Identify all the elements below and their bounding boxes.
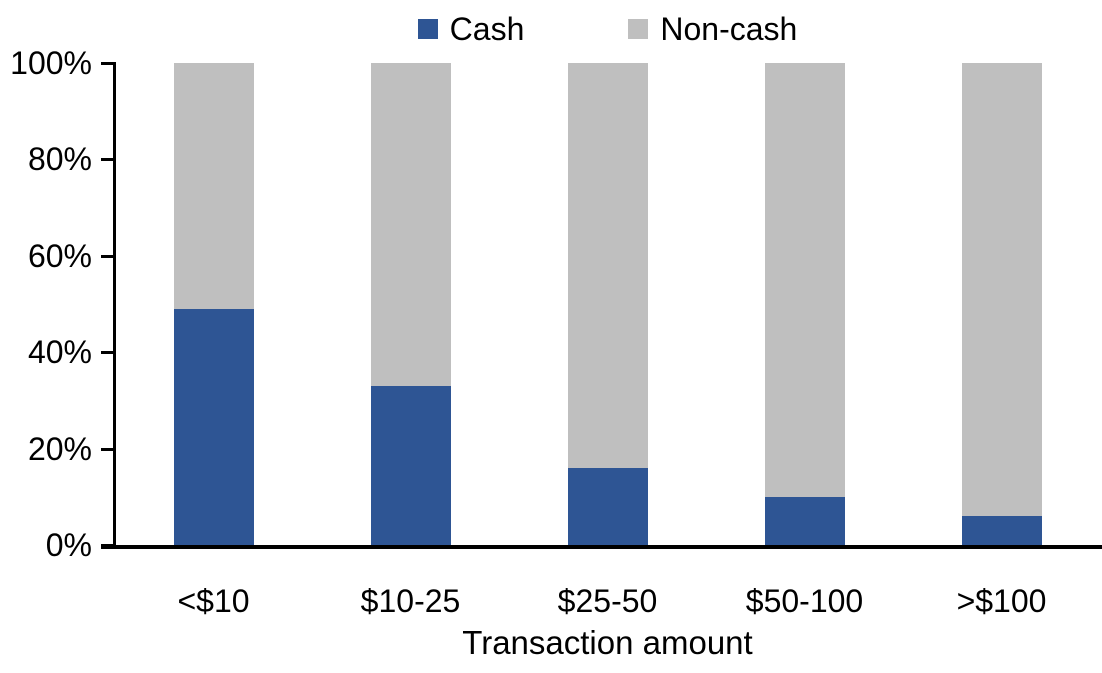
y-axis-tick [101, 158, 116, 161]
bar-25-50 [568, 63, 648, 545]
legend-swatch-cash-icon [417, 19, 438, 39]
y-axis-line [113, 63, 116, 549]
x-axis-category-label: $10-25 [360, 583, 461, 619]
y-axis-tick [101, 351, 116, 354]
legend-item-cash: Cash [417, 9, 525, 49]
y-axis-tick-label: 0% [45, 527, 92, 563]
bar-50-100 [765, 63, 845, 545]
bar-segment-cash [765, 496, 845, 545]
legend-label-non-cash: Non-cash [660, 11, 798, 47]
legend: Cash Non-cash [115, 8, 1100, 50]
bar-segment-cash [371, 385, 451, 545]
legend-label-cash: Cash [449, 11, 525, 47]
y-axis-tick-label: 60% [27, 238, 92, 274]
y-axis-tick-label: 80% [27, 141, 92, 177]
bar-segment-cash [962, 516, 1042, 545]
legend-swatch-non-cash-icon [628, 19, 649, 39]
bar-10-25 [371, 63, 451, 545]
x-axis-line [101, 545, 1102, 549]
x-axis-category-label: $25-50 [557, 583, 658, 619]
y-axis-tick [101, 544, 116, 547]
y-axis-tick [101, 62, 116, 65]
bar-segment-non-cash [962, 63, 1042, 517]
x-axis-category-label: >$100 [956, 583, 1047, 619]
bar-segment-non-cash [371, 63, 451, 386]
x-axis-category-label: $50-100 [745, 583, 864, 619]
y-axis-tick [101, 255, 116, 258]
y-axis-tick-label: 20% [27, 431, 92, 467]
y-axis-tick-label: 40% [27, 334, 92, 370]
x-axis-title: Transaction amount [462, 624, 753, 661]
y-axis-tick-label: 100% [10, 45, 92, 81]
x-axis-category-label: <$10 [177, 583, 250, 619]
legend-item-non-cash: Non-cash [628, 9, 797, 49]
bar-100 [962, 63, 1042, 545]
bar-segment-non-cash [568, 63, 648, 468]
bar-segment-non-cash [765, 63, 845, 497]
bar-segment-non-cash [174, 63, 254, 309]
bar-segment-cash [568, 467, 648, 545]
bar-segment-cash [174, 308, 254, 545]
bar-10 [174, 63, 254, 545]
y-axis-tick [101, 448, 116, 451]
